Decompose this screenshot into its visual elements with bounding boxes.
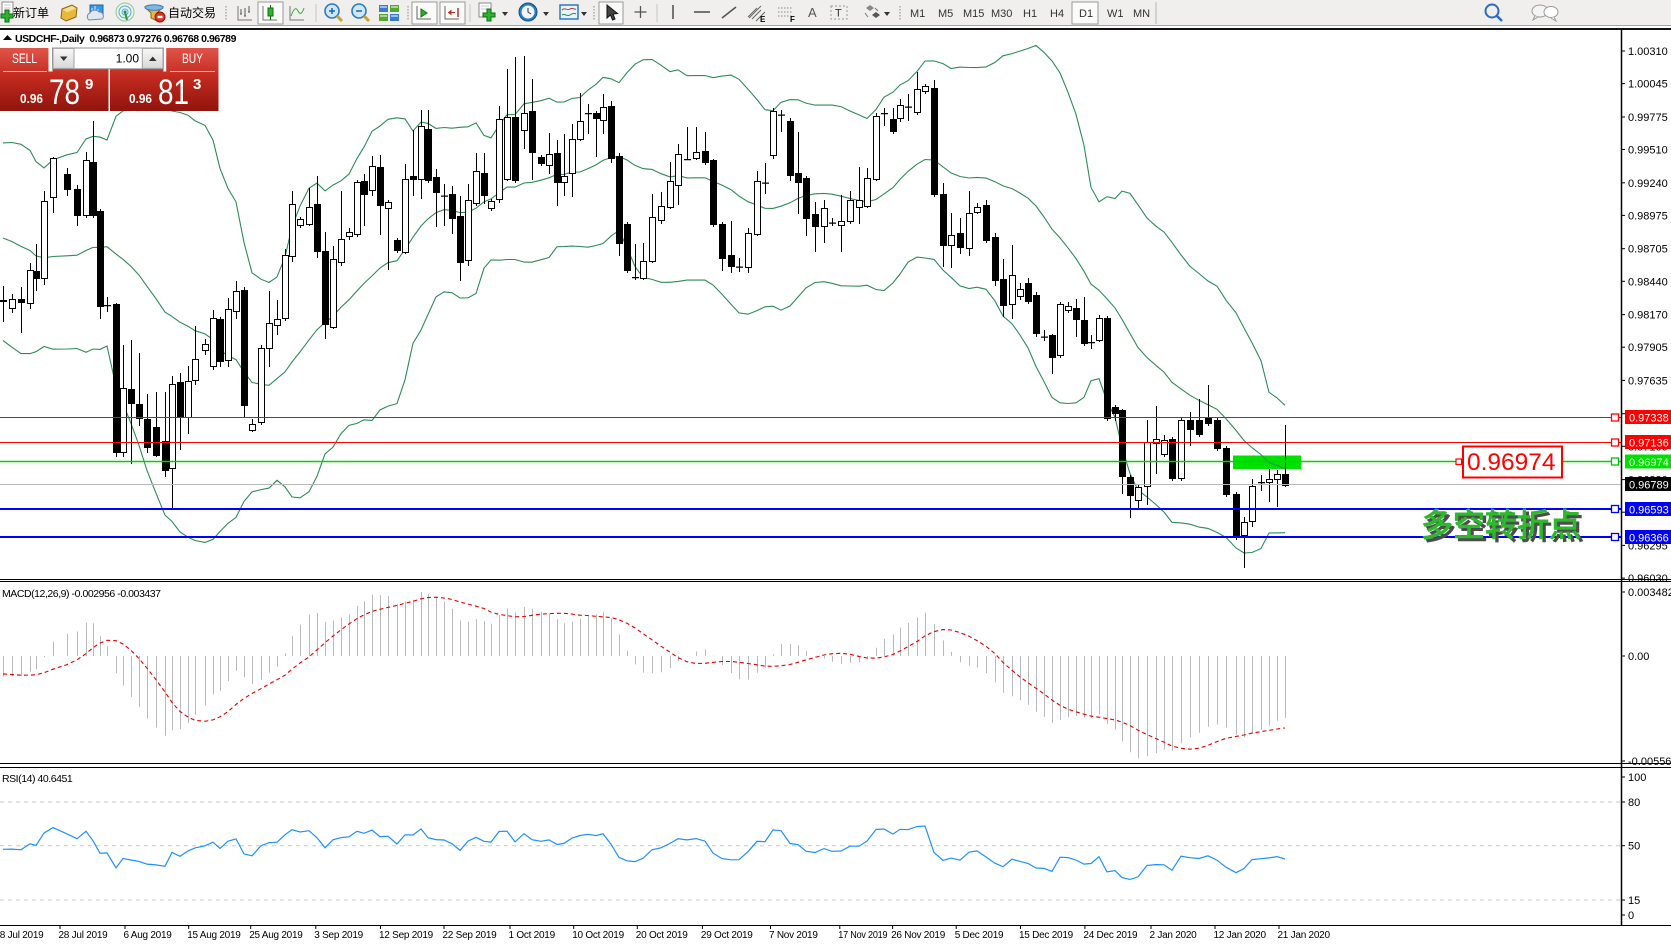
svg-text:12 Jan 2020: 12 Jan 2020	[1214, 930, 1267, 941]
svg-text:0.97905: 0.97905	[1628, 342, 1668, 354]
svg-text:26 Nov 2019: 26 Nov 2019	[891, 930, 946, 941]
svg-text:28 Jul 2019: 28 Jul 2019	[59, 930, 109, 941]
svg-text:自动交易: 自动交易	[168, 5, 216, 20]
svg-text:100: 100	[1628, 772, 1646, 784]
svg-text:D1: D1	[1079, 8, 1093, 20]
svg-text:M1: M1	[910, 8, 925, 20]
svg-text:15 Aug 2019: 15 Aug 2019	[187, 930, 241, 941]
svg-text:F: F	[790, 15, 795, 24]
svg-text:1.00310: 1.00310	[1628, 46, 1668, 58]
svg-text:24 Dec 2019: 24 Dec 2019	[1083, 930, 1138, 941]
svg-text:1 Oct 2019: 1 Oct 2019	[509, 930, 556, 941]
svg-text:T: T	[835, 8, 842, 20]
svg-text:MACD(12,26,9) -0.002956 -0.003: MACD(12,26,9) -0.002956 -0.003437	[2, 588, 161, 600]
svg-text:MN: MN	[1133, 8, 1150, 20]
svg-text:2 Jan 2020: 2 Jan 2020	[1150, 930, 1198, 941]
svg-text:81: 81	[158, 73, 189, 112]
svg-text:3: 3	[193, 76, 201, 93]
svg-text:M30: M30	[991, 8, 1012, 20]
svg-text:E: E	[760, 15, 766, 24]
svg-text:0: 0	[1628, 910, 1634, 922]
svg-text:78: 78	[49, 73, 80, 112]
svg-text:17 Nov 2019: 17 Nov 2019	[838, 930, 888, 941]
svg-text:0.96593: 0.96593	[1629, 505, 1669, 517]
svg-text:0.98440: 0.98440	[1628, 276, 1668, 288]
svg-text:25 Aug 2019: 25 Aug 2019	[249, 930, 303, 941]
svg-text:USDCHF-,Daily 0.96873 0.97276: USDCHF-,Daily 0.96873 0.97276 0.96768 0.…	[15, 33, 237, 45]
svg-text:20 Oct 2019: 20 Oct 2019	[636, 930, 688, 941]
svg-text:0.99775: 0.99775	[1628, 112, 1668, 124]
svg-text:18 Jul 2019: 18 Jul 2019	[0, 930, 44, 941]
svg-text:0.98170: 0.98170	[1628, 310, 1668, 322]
svg-text:0.98975: 0.98975	[1628, 210, 1668, 222]
svg-text:15: 15	[1628, 895, 1640, 907]
svg-text:5 Dec 2019: 5 Dec 2019	[955, 930, 1004, 941]
svg-text:21 Jan 2020: 21 Jan 2020	[1278, 930, 1331, 941]
svg-text:新订单: 新订单	[13, 5, 49, 20]
svg-text:M5: M5	[938, 8, 953, 20]
svg-text:0.003482: 0.003482	[1628, 587, 1671, 599]
svg-text:80: 80	[1628, 797, 1640, 809]
svg-text:SELL: SELL	[12, 51, 37, 66]
svg-text:W1: W1	[1107, 8, 1124, 20]
svg-text:9: 9	[85, 76, 93, 93]
svg-text:0.97136: 0.97136	[1629, 438, 1669, 450]
svg-text:0.00: 0.00	[1628, 651, 1649, 663]
svg-text:6 Aug 2019: 6 Aug 2019	[124, 930, 173, 941]
svg-text:0.97635: 0.97635	[1628, 375, 1668, 387]
svg-text:0.99240: 0.99240	[1628, 178, 1668, 190]
svg-text:15 Dec 2019: 15 Dec 2019	[1019, 930, 1074, 941]
svg-text:22 Sep 2019: 22 Sep 2019	[443, 930, 498, 941]
svg-text:-0.00556: -0.00556	[1628, 756, 1671, 768]
svg-text:29 Oct 2019: 29 Oct 2019	[701, 930, 753, 941]
svg-text:A: A	[808, 5, 817, 20]
svg-text:0.96974: 0.96974	[1629, 457, 1669, 469]
svg-text:7 Nov 2019: 7 Nov 2019	[769, 930, 818, 941]
svg-text:0.96366: 0.96366	[1629, 533, 1669, 545]
svg-text:3 Sep 2019: 3 Sep 2019	[314, 930, 363, 941]
svg-text:0.97338: 0.97338	[1629, 413, 1669, 425]
svg-text:0.99510: 0.99510	[1628, 145, 1668, 157]
svg-text:1.00: 1.00	[116, 52, 140, 66]
svg-text:0.96: 0.96	[20, 92, 43, 106]
svg-text:10 Oct 2019: 10 Oct 2019	[572, 930, 624, 941]
svg-text:M15: M15	[963, 8, 984, 20]
svg-text:12 Sep 2019: 12 Sep 2019	[379, 930, 434, 941]
svg-text:50: 50	[1628, 841, 1640, 853]
svg-text:0.96974: 0.96974	[1467, 449, 1556, 476]
svg-text:H1: H1	[1023, 8, 1037, 20]
svg-text:BUY: BUY	[182, 51, 203, 66]
svg-text:1.00045: 1.00045	[1628, 79, 1668, 91]
svg-text:多空转折点: 多空转折点	[1421, 507, 1581, 543]
svg-text:0.96789: 0.96789	[1629, 480, 1669, 492]
svg-text:0.96: 0.96	[129, 92, 152, 106]
svg-text:0.98705: 0.98705	[1628, 244, 1668, 256]
svg-text:多空转折点: 多空转折点	[1424, 510, 1584, 546]
svg-text:RSI(14) 40.6451: RSI(14) 40.6451	[2, 773, 73, 785]
svg-text:0.96030: 0.96030	[1628, 573, 1668, 585]
svg-text:H4: H4	[1050, 8, 1064, 20]
